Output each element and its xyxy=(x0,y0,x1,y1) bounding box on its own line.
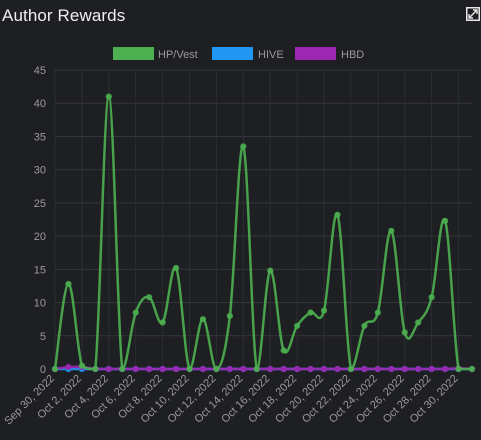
data-point-hp-vest xyxy=(455,365,462,373)
data-point-hbd xyxy=(374,365,381,373)
chart-title: Author Rewards xyxy=(2,6,126,25)
data-point-hbd xyxy=(172,365,180,373)
y-tick-label: 40 xyxy=(34,98,46,110)
series-line-hp-vest xyxy=(53,95,474,371)
y-tick-label: 10 xyxy=(34,298,46,310)
y-tick-label: 35 xyxy=(34,131,46,143)
data-point-hp-vest xyxy=(51,365,59,373)
data-point-hbd xyxy=(441,365,449,373)
data-point-hbd xyxy=(146,365,153,373)
expand-icon[interactable] xyxy=(466,7,480,21)
y-tick-label: 30 xyxy=(34,165,46,177)
data-point-hbd xyxy=(320,365,328,373)
data-point-hp-vest xyxy=(65,280,72,288)
series-line-hbd xyxy=(53,365,474,371)
data-point-hp-vest xyxy=(199,316,207,323)
legend-swatch-hive xyxy=(212,47,253,60)
y-tick-label: 15 xyxy=(34,264,46,276)
legend-label-hbd: HBD xyxy=(341,49,364,61)
data-point-hp-vest xyxy=(374,309,381,316)
legend-swatch-hp-vest xyxy=(113,47,154,60)
data-point-hp-vest xyxy=(294,322,301,329)
data-point-hp-vest xyxy=(78,362,86,369)
data-point-hbd xyxy=(294,365,301,373)
data-point-hbd xyxy=(307,365,314,373)
data-point-hbd xyxy=(334,365,341,373)
data-point-hbd xyxy=(267,365,274,373)
data-point-hbd xyxy=(415,365,422,373)
data-point-hbd xyxy=(240,365,247,373)
data-point-hp-vest xyxy=(361,322,368,329)
data-point-hp-vest xyxy=(172,264,180,272)
data-point-hbd xyxy=(361,365,368,373)
data-point-hbd xyxy=(159,365,166,373)
data-point-hp-vest xyxy=(186,365,193,373)
data-point-hp-vest xyxy=(468,365,476,373)
data-point-hbd xyxy=(226,365,233,373)
data-point-hp-vest xyxy=(132,309,139,316)
data-point-hp-vest xyxy=(240,143,247,150)
data-point-hp-vest xyxy=(320,307,328,314)
legend-swatch-hbd xyxy=(295,47,336,60)
y-tick-label: 20 xyxy=(34,231,46,243)
y-tick-label: 5 xyxy=(40,331,46,343)
data-point-hp-vest xyxy=(92,365,99,373)
data-point-hp-vest xyxy=(253,365,260,373)
data-point-hp-vest xyxy=(105,93,112,100)
data-point-hp-vest xyxy=(119,365,126,373)
data-point-hp-vest xyxy=(159,319,166,326)
data-point-hp-vest xyxy=(213,365,220,373)
data-point-hp-vest xyxy=(428,294,435,301)
data-point-hp-vest xyxy=(146,294,153,301)
data-point-hbd xyxy=(401,365,408,373)
legend-label-hive: HIVE xyxy=(258,49,284,61)
data-point-hp-vest xyxy=(388,227,395,234)
data-point-hbd xyxy=(65,363,72,371)
data-point-hp-vest xyxy=(334,211,341,218)
data-point-hp-vest xyxy=(347,365,355,373)
legend-label-hp-vest: HP/Vest xyxy=(158,49,198,61)
data-point-hp-vest xyxy=(307,309,314,316)
data-point-hbd xyxy=(428,365,435,373)
data-point-hp-vest xyxy=(280,347,287,354)
chart-header: Author Rewards xyxy=(0,0,481,34)
data-point-hp-vest xyxy=(267,267,274,274)
data-point-hbd xyxy=(199,365,207,373)
data-point-hbd xyxy=(388,365,395,373)
data-point-hbd xyxy=(105,365,112,373)
data-point-hp-vest xyxy=(415,319,422,326)
y-tick-label: 25 xyxy=(34,198,46,210)
y-tick-label: 0 xyxy=(40,364,46,376)
data-point-hp-vest xyxy=(226,312,233,319)
data-point-hbd xyxy=(132,365,139,373)
y-tick-label: 45 xyxy=(34,65,46,77)
data-point-hbd xyxy=(280,365,287,373)
data-point-hp-vest xyxy=(401,329,408,336)
data-point-hp-vest xyxy=(441,217,449,224)
